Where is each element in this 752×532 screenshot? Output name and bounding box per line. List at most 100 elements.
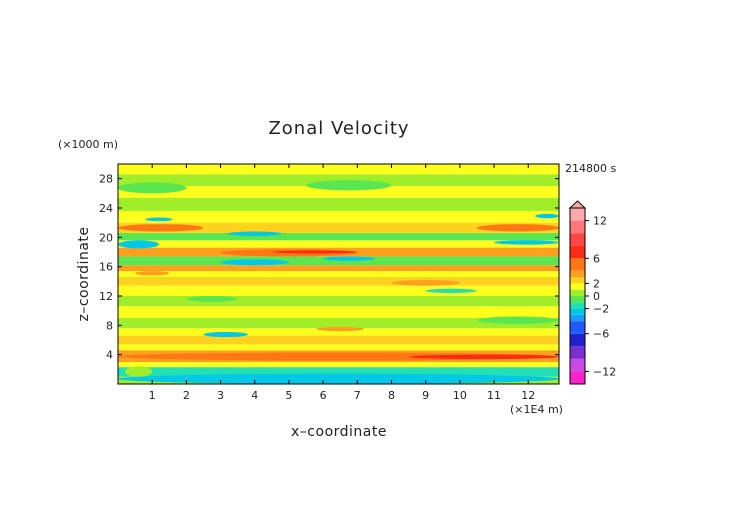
colorbar-extend-arrow [568, 200, 587, 209]
y-tick-label: 4 [106, 349, 113, 362]
x-tick-label: 3 [217, 389, 224, 402]
y-tick-label: 24 [99, 202, 113, 215]
velocity-cell [391, 279, 460, 286]
colorbar-tick-label: −6 [593, 328, 609, 341]
x-tick-label: 4 [251, 389, 258, 402]
colorbar: 12 6 20−2 −6 −12 [568, 200, 616, 385]
velocity-band [118, 174, 559, 186]
x-tick-label: 5 [285, 389, 292, 402]
colorbar-swatch [570, 308, 585, 315]
colorbar-swatch [570, 333, 585, 347]
y-axis-label: z–coordinate [76, 226, 92, 321]
x-tick-label: 11 [487, 389, 501, 402]
velocity-cell [124, 366, 153, 377]
chart-title: Zonal Velocity [268, 118, 409, 139]
x-tick-label: 8 [388, 389, 395, 402]
velocity-features [118, 180, 559, 384]
time-label: 214800 s [565, 162, 616, 175]
y-tick-label: 12 [99, 290, 113, 303]
colorbar-swatch [570, 321, 585, 334]
velocity-band [118, 367, 559, 377]
colorbar-tick-label: 0 [593, 290, 600, 303]
colorbar-swatch [570, 245, 585, 259]
velocity-cell [227, 231, 283, 236]
velocity-cell [186, 296, 238, 302]
plot-frame [117, 163, 560, 385]
colorbar-swatch [570, 296, 585, 303]
y-tick-label: 8 [106, 319, 113, 332]
colorbar-swatch [570, 346, 585, 359]
velocity-cell [118, 373, 559, 384]
colorbar-swatch [570, 358, 585, 372]
velocity-cell [494, 240, 559, 245]
velocity-band [118, 164, 559, 175]
colorbar-swatch [570, 283, 585, 290]
velocity-cell [203, 331, 248, 338]
colorbar-swatch [570, 258, 585, 271]
x-tick-label: 1 [149, 389, 156, 402]
velocity-band [118, 186, 559, 198]
velocity-band [118, 222, 559, 233]
colorbar-swatch [570, 277, 585, 284]
colorbar-swatch [570, 371, 585, 384]
velocity-cell [135, 271, 170, 276]
velocity-cell [118, 224, 204, 232]
x-tick-label: 9 [422, 389, 429, 402]
velocity-cell [145, 217, 173, 222]
velocity-band [118, 285, 559, 296]
colorbar-tick-label: −12 [593, 365, 616, 378]
velocity-band [118, 344, 559, 351]
y-tick-label: 28 [99, 173, 113, 186]
velocity-band [118, 362, 559, 368]
x-axis: 1 2 3 4 5 6 7 8 9 10 11 12 [149, 164, 535, 402]
x-tick-label: 7 [354, 389, 361, 402]
velocity-band [118, 240, 559, 248]
colorbar-swatch [570, 289, 585, 296]
plot-area [118, 164, 559, 384]
colorbar-tick-label: −2 [593, 303, 609, 316]
velocity-band [118, 318, 559, 329]
y-axis: 4 8 12 16 20 24 28 [99, 173, 559, 362]
velocity-band [118, 256, 559, 266]
velocity-band [118, 210, 559, 223]
velocity-cell [323, 256, 375, 261]
velocity-band [118, 335, 559, 345]
colorbar-tick-label: 2 [593, 277, 600, 290]
y-tick-label: 20 [99, 231, 113, 244]
colorbar-tick-label: 6 [593, 252, 600, 265]
y-tick-label: 16 [99, 261, 113, 274]
velocity-cell [535, 213, 559, 219]
x-tick-label: 6 [320, 389, 327, 402]
x-axis-label: x–coordinate [291, 424, 387, 440]
x-unit-label: (×1E4 m) [510, 403, 563, 416]
velocity-band [118, 197, 559, 211]
x-tick-label: 12 [521, 389, 535, 402]
velocity-band [118, 276, 559, 286]
velocity-band [118, 306, 559, 318]
velocity-band [118, 271, 559, 277]
colorbar-swatch [570, 208, 585, 221]
velocity-band [118, 232, 559, 241]
velocity-cell [408, 354, 559, 360]
colorbar-swatch [570, 220, 585, 234]
x-tick-label: 10 [453, 389, 467, 402]
velocity-cell [476, 316, 559, 324]
velocity-bands [118, 164, 559, 384]
velocity-cell [306, 180, 392, 191]
velocity-cell [118, 240, 160, 249]
velocity-band [118, 296, 559, 307]
x-tick-label: 2 [183, 389, 190, 402]
colorbar-swatch [570, 270, 585, 278]
colorbar-swatch [570, 314, 585, 322]
velocity-cell [316, 326, 365, 332]
velocity-cell [220, 259, 289, 266]
velocity-cell [118, 182, 187, 194]
velocity-cell [476, 224, 559, 232]
velocity-cell [425, 288, 477, 294]
colorbar-swatch [570, 302, 585, 309]
velocity-band [118, 328, 559, 336]
colorbar-tick-label: 12 [593, 215, 607, 228]
velocity-band [118, 265, 559, 272]
y-unit-label: (×1000 m) [58, 138, 118, 151]
